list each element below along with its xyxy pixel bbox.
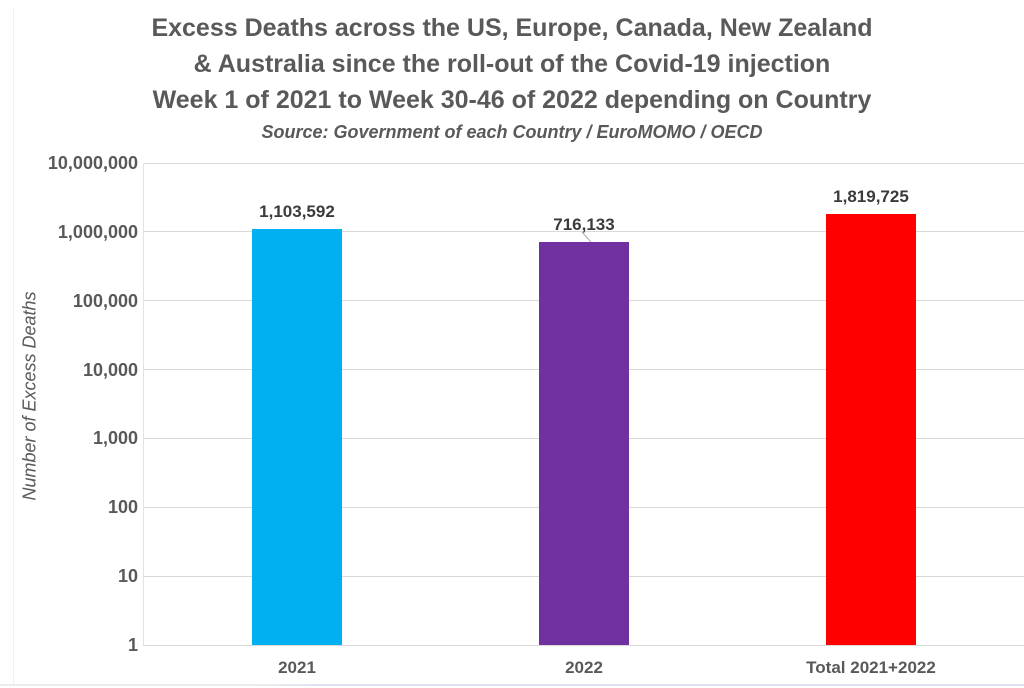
gridline xyxy=(143,162,1024,164)
chart-title-line-3: Week 1 of 2021 to Week 30-46 of 2022 dep… xyxy=(152,86,872,114)
y-tick-label: 1 xyxy=(127,635,138,655)
chart-title-line-2: & Australia since the roll-out of the Co… xyxy=(193,50,831,78)
data-label: 1,819,725 xyxy=(833,186,909,206)
y-axis-line xyxy=(143,163,144,645)
y-tick-label: 1,000,000 xyxy=(57,221,138,242)
y-tick-label: 10,000,000 xyxy=(47,153,138,173)
bar-2021 xyxy=(252,228,342,645)
y-tick-label: 100 xyxy=(107,497,138,518)
y-tick-label: 10 xyxy=(117,566,138,587)
gridline xyxy=(143,644,1024,646)
y-axis-title: Number of Excess Deaths xyxy=(19,291,40,501)
y-tick-label: 1,000 xyxy=(92,428,138,449)
y-tick-label: 10,000 xyxy=(82,359,138,380)
y-tick-label: 100,000 xyxy=(72,290,138,311)
page-bottom-divider xyxy=(0,684,1024,686)
category-label: Total 2021+2022 xyxy=(806,658,936,677)
chart-source: Source: Government of each Country / Eur… xyxy=(261,122,763,142)
gridline xyxy=(143,231,1024,233)
chart-header: Excess Deaths across the US, Europe, Can… xyxy=(0,10,1024,145)
chart-title-line-1: Excess Deaths across the US, Europe, Can… xyxy=(151,14,873,42)
page-left-divider xyxy=(13,8,14,684)
data-label-leader-line xyxy=(581,231,592,243)
category-label: 2021 xyxy=(278,658,316,677)
data-label: 716,133 xyxy=(553,214,615,234)
bar-2022 xyxy=(539,241,629,645)
category-label: 2022 xyxy=(565,658,603,677)
data-label: 1,103,592 xyxy=(259,201,335,221)
bar-Total 2021+2022 xyxy=(826,213,916,645)
